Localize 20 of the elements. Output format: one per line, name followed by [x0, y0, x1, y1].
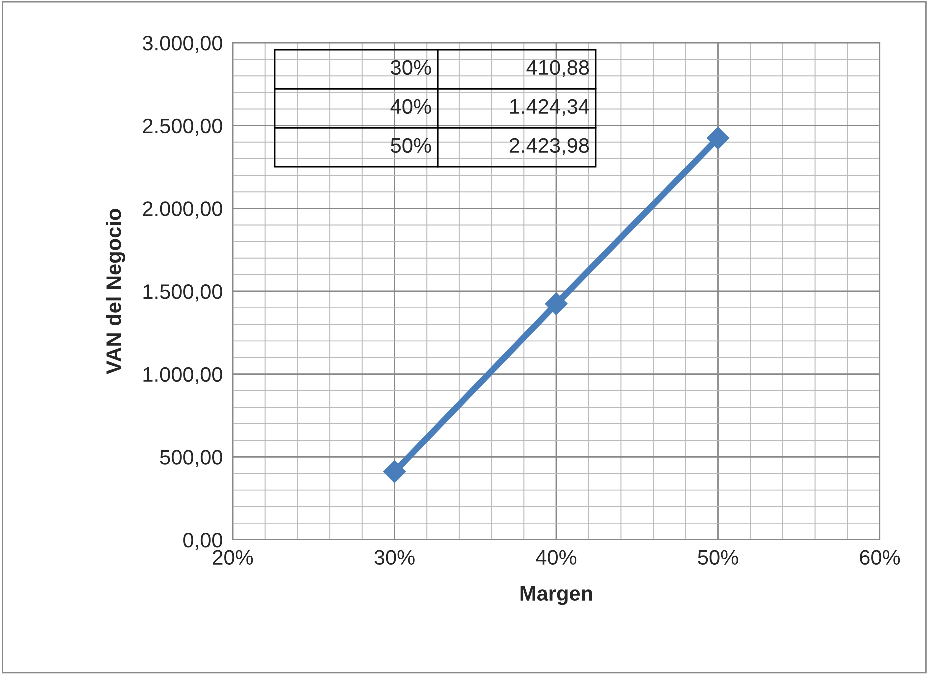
y-tick-label: 1.000,00: [144, 367, 222, 385]
text: 410,88: [526, 60, 590, 78]
x-tick-label: 20%: [213, 550, 254, 566]
x-tick-label: 50%: [698, 550, 738, 566]
text: 40%: [390, 99, 432, 114]
text: 2.423,98: [510, 138, 590, 156]
text: 1.424,34: [510, 99, 590, 117]
y-tick-label: 500,00: [160, 450, 222, 468]
y-tick-label: 2.000,00: [143, 202, 222, 219]
y-tick-label: 2.500,00: [143, 118, 222, 136]
y-tick-label: 1.500,00: [144, 284, 222, 302]
x-tick-label: 60%: [860, 550, 900, 566]
y-tick-label: 0,00: [184, 533, 222, 550]
y-tick-label: 3.000,00: [142, 36, 222, 54]
x-tick-label: 40%: [536, 550, 577, 566]
text: 50%: [391, 138, 432, 154]
y-axis-title: VAN del Negocio: [106, 209, 126, 375]
x-tick-label: 30%: [374, 550, 415, 566]
text: 30%: [391, 60, 432, 76]
x-axis-title: Margen: [520, 586, 592, 606]
